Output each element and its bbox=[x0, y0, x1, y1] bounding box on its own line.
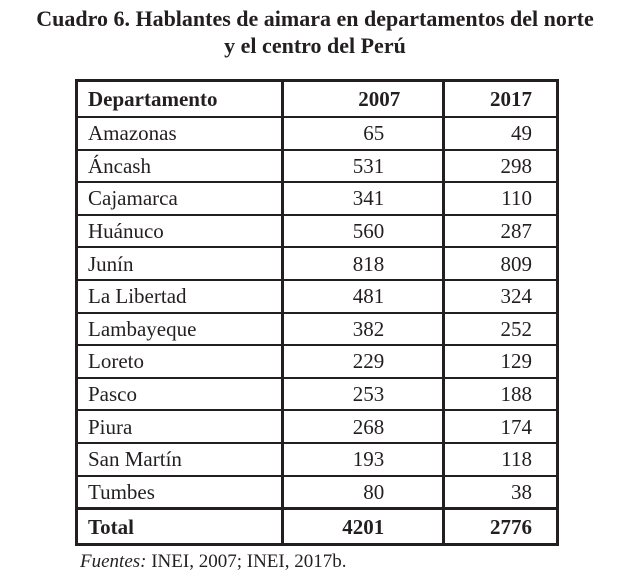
source-label: Fuentes: bbox=[80, 551, 147, 572]
department-cell: San Martín bbox=[75, 441, 284, 477]
value-2007-cell: 268 bbox=[281, 409, 445, 444]
value-2017-cell: 287 bbox=[442, 213, 559, 249]
table-row: Loreto 229 129 bbox=[75, 344, 559, 379]
value-2007-cell: 560 bbox=[281, 213, 445, 249]
department-cell: Junín bbox=[75, 246, 284, 281]
value-2007-cell: 382 bbox=[281, 311, 445, 347]
value-2007-cell: 818 bbox=[281, 246, 445, 281]
table-row: Áncash 531 298 bbox=[75, 148, 559, 184]
table-caption-line-2: y el centro del Perú bbox=[224, 33, 406, 58]
value-2007-cell: 229 bbox=[281, 344, 445, 379]
department-cell: Lambayeque bbox=[75, 311, 284, 347]
header-2017: 2017 bbox=[442, 79, 559, 118]
source-note: Fuentes: INEI, 2007; INEI, 2017b. bbox=[80, 551, 346, 573]
department-cell: Huánuco bbox=[75, 213, 284, 249]
table-row: Huánuco 560 287 bbox=[75, 213, 559, 249]
source-text: INEI, 2007; INEI, 2017b. bbox=[146, 551, 347, 572]
value-2007-cell: 80 bbox=[281, 474, 445, 510]
value-2017-cell: 174 bbox=[442, 409, 559, 444]
header-2007: 2007 bbox=[281, 79, 445, 118]
value-2017-cell: 49 bbox=[442, 116, 559, 151]
total-row: Total 4201 2776 bbox=[75, 507, 559, 546]
department-cell: Piura bbox=[75, 409, 284, 444]
total-2007: 4201 bbox=[281, 507, 445, 546]
department-cell: Amazonas bbox=[75, 116, 284, 151]
department-cell: Loreto bbox=[75, 344, 284, 379]
table-row: Piura 268 174 bbox=[75, 409, 559, 444]
table-row: La Libertad 481 324 bbox=[75, 278, 559, 314]
table-row: Pasco 253 188 bbox=[75, 376, 559, 412]
table-row: Junín 818 809 bbox=[75, 246, 559, 281]
value-2007-cell: 341 bbox=[281, 181, 445, 216]
total-2017: 2776 bbox=[442, 507, 559, 546]
value-2017-cell: 188 bbox=[442, 376, 559, 412]
table-row: Cajamarca 341 110 bbox=[75, 181, 559, 216]
department-cell: Áncash bbox=[75, 148, 284, 184]
speakers-table: Departamento 2007 2017 Amazonas 65 49 Áncas… bbox=[75, 79, 559, 547]
value-2007-cell: 193 bbox=[281, 441, 445, 477]
table-row: Lambayeque 382 252 bbox=[75, 311, 559, 347]
value-2007-cell: 531 bbox=[281, 148, 445, 184]
total-label: Total bbox=[75, 507, 284, 546]
value-2017-cell: 252 bbox=[442, 311, 559, 347]
header-departamento: Departamento bbox=[75, 79, 284, 118]
value-2017-cell: 38 bbox=[442, 474, 559, 510]
department-cell: La Libertad bbox=[75, 278, 284, 314]
value-2007-cell: 481 bbox=[281, 278, 445, 314]
table-row: Amazonas 65 49 bbox=[75, 116, 559, 151]
value-2017-cell: 809 bbox=[442, 246, 559, 281]
value-2017-cell: 324 bbox=[442, 278, 559, 314]
department-cell: Pasco bbox=[75, 376, 284, 412]
department-cell: Tumbes bbox=[75, 474, 284, 510]
table-header-row: Departamento 2007 2017 bbox=[75, 79, 559, 118]
value-2017-cell: 298 bbox=[442, 148, 559, 184]
value-2007-cell: 65 bbox=[281, 116, 445, 151]
value-2017-cell: 118 bbox=[442, 441, 559, 477]
value-2017-cell: 110 bbox=[442, 181, 559, 216]
department-cell: Cajamarca bbox=[75, 181, 284, 216]
value-2017-cell: 129 bbox=[442, 344, 559, 379]
table-row: San Martín 193 118 bbox=[75, 441, 559, 477]
value-2007-cell: 253 bbox=[281, 376, 445, 412]
table-row: Tumbes 80 38 bbox=[75, 474, 559, 510]
table-caption-line-1: Cuadro 6. Hablantes de aimara en departa… bbox=[36, 6, 594, 31]
